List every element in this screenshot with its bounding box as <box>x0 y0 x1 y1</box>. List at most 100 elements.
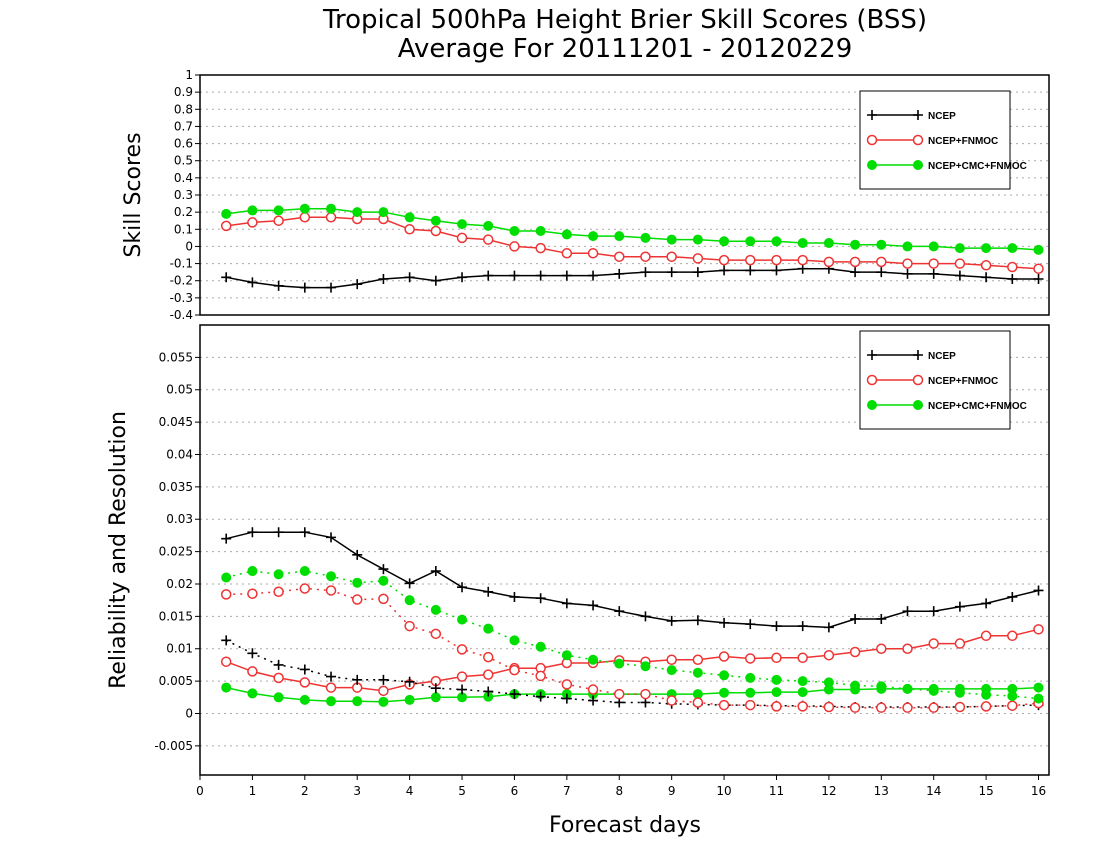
top-point-plus <box>483 270 494 281</box>
bottom-point-plus <box>797 621 808 632</box>
bottom-point-circle-filled <box>692 667 703 678</box>
bottom-point-circle-open <box>404 620 415 632</box>
bottom-point-circle-open <box>980 701 992 712</box>
x-tick-label: 14 <box>926 784 941 798</box>
bottom-point-plus <box>928 606 939 617</box>
top-point-circle-filled <box>981 243 992 254</box>
bottom-point-circle-open <box>823 701 835 713</box>
top-point-plus <box>614 268 625 279</box>
bottom-point-circle-filled <box>404 595 415 606</box>
bottom-point-plus <box>719 617 730 628</box>
top-point-circle-filled <box>535 226 546 236</box>
top-legend-marker <box>866 134 878 146</box>
bottom-point-circle-filled <box>378 575 389 586</box>
bottom-point-circle-open <box>640 688 651 700</box>
top-point-circle-open <box>535 242 546 254</box>
bottom-point-circle-open <box>666 695 677 706</box>
bottom-point-circle-open <box>692 654 704 665</box>
bottom-point-circle-filled <box>561 650 572 661</box>
bottom-y-tick-label: 0.03 <box>166 512 193 526</box>
top-point-circle-filled <box>1033 244 1044 255</box>
bottom-point-circle-open <box>876 643 887 654</box>
top-point-circle-filled <box>430 215 441 226</box>
bottom-point-circle-open <box>456 671 468 682</box>
bottom-point-circle-open <box>220 589 232 600</box>
top-point-plus <box>352 279 363 290</box>
top-legend-label: NCEP+CMC+FNMOC <box>928 161 1027 172</box>
bottom-point-plus <box>850 613 861 624</box>
bottom-legend-marker <box>912 374 924 386</box>
bottom-y-tick-label: -0.005 <box>154 739 193 753</box>
top-point-circle-filled <box>719 236 730 247</box>
bottom-point-plus <box>378 674 389 685</box>
bottom-point-circle-filled <box>666 665 677 676</box>
bottom-point-circle-open <box>849 702 861 713</box>
bottom-point-circle-filled <box>588 654 599 665</box>
bottom-point-circle-filled <box>614 658 625 669</box>
top-point-circle-filled <box>273 205 284 216</box>
top-y-tick-label: 0.4 <box>174 171 193 185</box>
bottom-point-plus <box>352 674 363 685</box>
bottom-point-circle-filled <box>745 672 756 683</box>
top-point-circle-filled <box>640 232 651 243</box>
bottom-point-circle-filled <box>850 680 861 691</box>
bottom-y-tick-label: 0.04 <box>166 447 193 461</box>
top-series-line <box>226 267 1039 289</box>
top-y-tick-label: 0.1 <box>174 222 193 236</box>
bottom-point-circle-filled <box>326 571 337 582</box>
top-point-circle-open <box>614 251 625 262</box>
top-point-circle-filled <box>509 226 520 236</box>
top-y-tick-label: 0.8 <box>174 102 193 116</box>
bottom-legend-label: NCEP+CMC+FNMOC <box>928 401 1027 412</box>
top-point-circle-open <box>1033 263 1044 274</box>
bottom-point-circle-filled <box>981 689 992 700</box>
bottom-point-circle-open <box>902 643 913 654</box>
top-point-circle-filled <box>902 241 913 252</box>
bottom-point-circle-open <box>247 666 258 677</box>
bottom-point-circle-filled <box>954 687 965 698</box>
top-point-circle-filled <box>692 234 703 245</box>
bottom-series-line <box>225 639 1039 708</box>
top-point-circle-open <box>954 258 966 269</box>
bottom-point-circle-filled <box>378 696 389 707</box>
bottom-point-circle-open <box>745 699 756 711</box>
bottom-point-plus <box>535 593 546 604</box>
bottom-point-plus <box>509 689 520 700</box>
bottom-point-circle-open <box>325 585 337 596</box>
x-tick-label: 16 <box>1031 784 1046 798</box>
top-point-circle-open <box>771 254 782 266</box>
bottom-point-plus <box>326 532 337 543</box>
top-point-circle-open <box>273 215 284 226</box>
bottom-point-circle-filled <box>719 687 730 698</box>
top-point-circle-filled <box>588 231 599 242</box>
bottom-point-circle-open <box>351 594 363 605</box>
top-y-tick-label: 0.9 <box>174 85 193 99</box>
bottom-y-axis-label: Reliability and Resolution <box>106 411 131 689</box>
bottom-point-plus <box>273 527 284 538</box>
bottom-point-plus <box>588 695 599 706</box>
bottom-point-circle-filled <box>1033 682 1044 693</box>
bottom-y-tick-label: 0.025 <box>159 545 193 559</box>
top-y-tick-label: 0.6 <box>174 137 193 151</box>
bottom-series-line <box>226 531 1039 629</box>
top-y-tick-label: 0.5 <box>174 154 193 168</box>
bottom-point-circle-open <box>1033 624 1044 635</box>
top-point-circle-filled <box>299 203 310 214</box>
bottom-point-circle-open <box>430 628 442 640</box>
top-point-circle-filled <box>614 231 625 242</box>
bottom-point-circle-filled <box>797 676 808 687</box>
bottom-legend-marker <box>913 350 923 360</box>
top-point-circle-open <box>509 241 520 252</box>
top-point-circle-open <box>666 251 677 262</box>
chart-subtitle: Average For 20111201 - 20120229 <box>398 34 853 64</box>
top-point-plus <box>666 267 677 278</box>
bottom-point-circle-filled <box>299 566 310 577</box>
bottom-legend-marker <box>867 400 877 410</box>
bottom-point-plus <box>457 684 468 695</box>
bottom-y-tick-label: 0.02 <box>166 577 193 591</box>
bottom-point-plus <box>299 664 310 675</box>
top-point-plus <box>771 265 782 276</box>
bottom-point-circle-open <box>561 679 573 690</box>
bottom-point-plus <box>561 598 572 609</box>
